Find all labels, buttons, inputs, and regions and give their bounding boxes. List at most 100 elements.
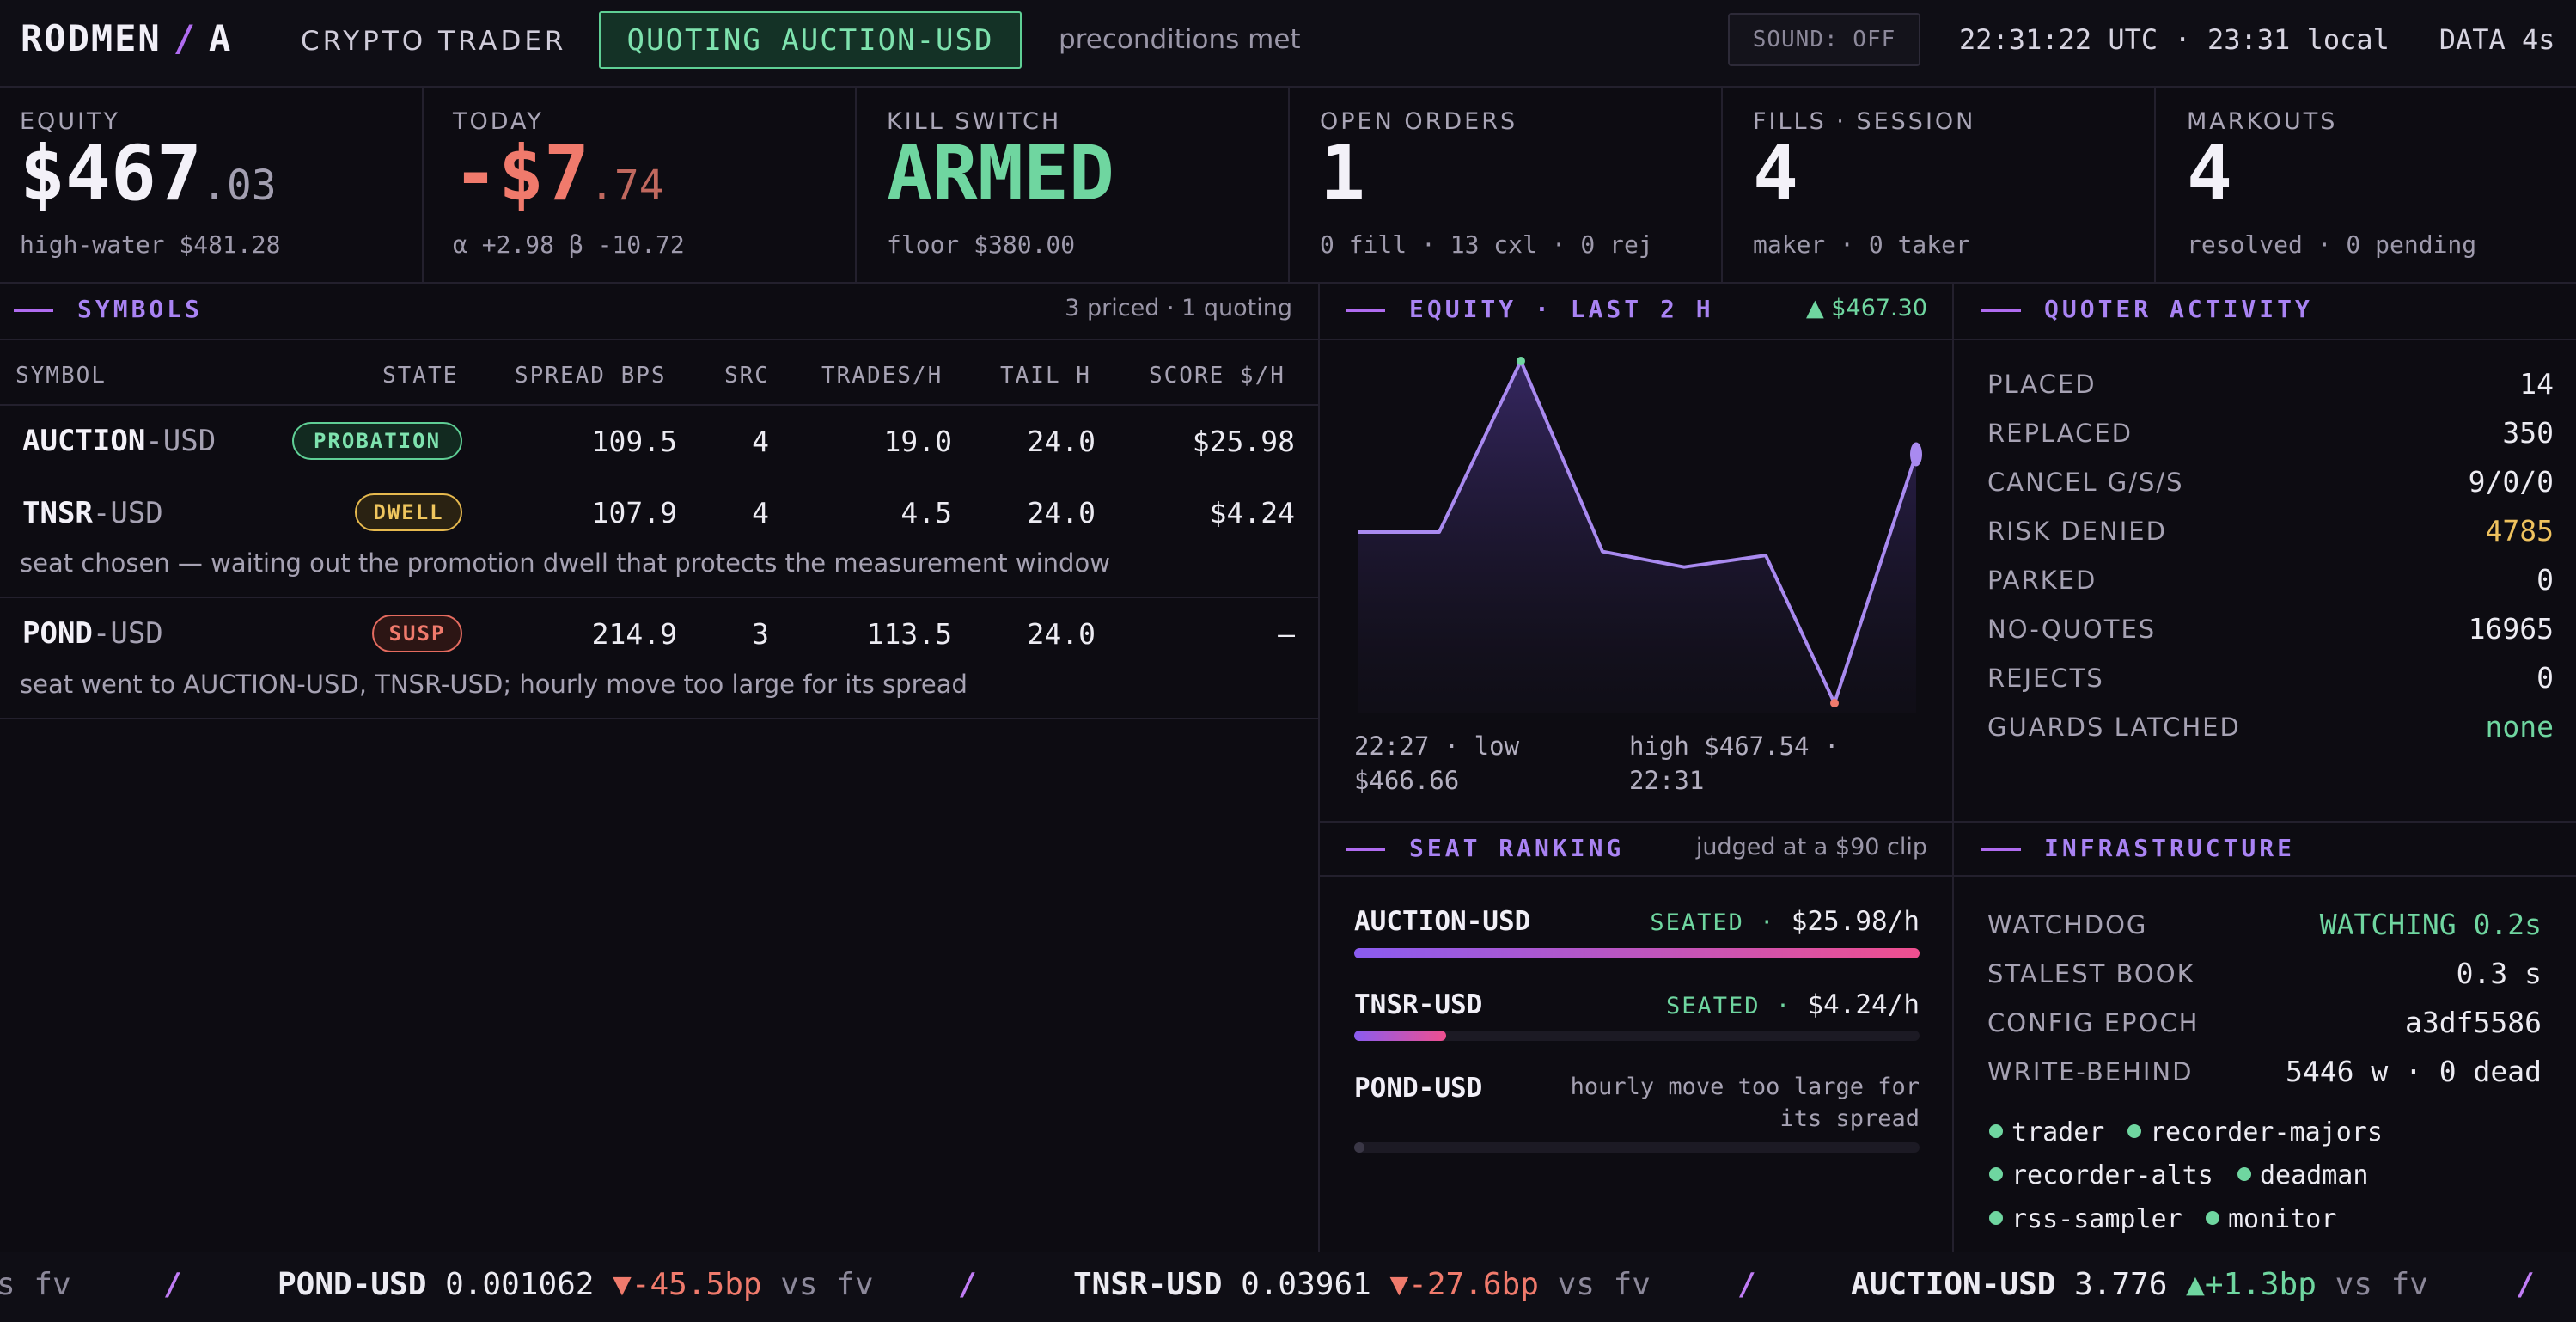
equity-label: EQUITY <box>20 108 121 135</box>
seat-symbol: POND-USD <box>1354 1073 1483 1104</box>
seat-score-fill <box>1354 948 1920 958</box>
state-badge-dwell: DWELL <box>355 493 462 531</box>
seat-symbol: AUCTION-USD <box>1354 906 1531 937</box>
quoter-metric-label: NO-QUOTES <box>1987 615 2157 644</box>
section-marker <box>1981 848 2021 851</box>
divider <box>0 597 1318 598</box>
infra-metric-label: WATCHDOG <box>1987 910 2148 939</box>
seat-rate: $25.98/h <box>1791 906 1920 937</box>
symbol-name: TNSR-USD <box>22 496 163 530</box>
divider <box>0 404 1318 406</box>
divider <box>422 86 424 284</box>
quoter-metric-value: 4785 <box>2485 514 2554 548</box>
tail-hours: 24.0 <box>1027 617 1096 651</box>
status-dot-icon <box>2206 1210 2219 1225</box>
col-header-state: STATE <box>382 363 459 389</box>
ticker-item[interactable]: POND-USD 0.001062 ▼-45.5bp vs fv <box>278 1267 874 1302</box>
ticker-item[interactable]: TNSR-USD 0.03961 ▼-27.6bp vs fv <box>1073 1267 1651 1302</box>
infra-metric-value: WATCHING 0.2s <box>2319 908 2542 941</box>
open-orders-breakdown: 0 fill · 13 cxl · 0 rej <box>1320 230 1653 259</box>
clock-readout: 22:31:22 UTC · 23:31 local DATA 4s <box>1959 23 2555 56</box>
ticker-separator: / <box>958 1267 977 1302</box>
infra-metric-label: STALEST BOOK <box>1987 959 2195 988</box>
symbol-quote: -USD <box>145 424 217 458</box>
equity-chart-current: ▲ $467.30 <box>1806 295 1927 321</box>
ticker-price: 0.001062 <box>445 1267 595 1302</box>
status-dot-icon <box>2237 1166 2251 1181</box>
equity-low-point <box>1830 699 1839 707</box>
markouts-label: MARKOUTS <box>2187 108 2338 135</box>
seat-score-fill <box>1354 1031 1446 1041</box>
divider <box>0 282 2576 284</box>
equity-chart-high-label: high $467.54 · 22:31 <box>1629 731 1840 795</box>
infrastructure-title: INFRASTRUCTURE <box>2044 834 2296 862</box>
status-dot-icon <box>2127 1123 2141 1138</box>
seated-label: SEATED <box>1666 993 1761 1019</box>
quoter-metric-label: REPLACED <box>1987 419 2133 448</box>
quoter-metric-label: PARKED <box>1987 566 2097 595</box>
divider <box>2154 86 2156 284</box>
service-status-chip: recorder-alts <box>1989 1160 2213 1190</box>
seat-score-bar <box>1354 1142 1920 1153</box>
equity-high-water: high-water $481.28 <box>20 230 281 259</box>
symbol-name: POND-USD <box>22 616 163 651</box>
service-status-chip: monitor <box>2206 1204 2336 1234</box>
quoter-metric-label: GUARDS LATCHED <box>1987 713 2241 742</box>
sound-toggle-button[interactable]: SOUND: OFF <box>1728 13 1920 66</box>
ticker-item[interactable]: AUCTION-USD 3.776 ▲+1.3bp vs fv <box>1851 1267 2428 1302</box>
ticker-vs: vs fv <box>2335 1267 2428 1302</box>
spread-bps: 109.5 <box>591 425 677 458</box>
score-per-hour: $4.24 <box>1209 496 1295 529</box>
seat-status: SEATED · $25.98/h <box>1650 906 1920 937</box>
quoter-metric-label: REJECTS <box>1987 664 2104 693</box>
quoting-status-badge: QUOTING AUCTION-USD <box>599 11 1022 69</box>
col-header-symbol: SYMBOL <box>15 363 107 389</box>
seat-score-bar <box>1354 1031 1920 1041</box>
row-note: seat chosen — waiting out the promotion … <box>20 548 1110 578</box>
symbol-base: TNSR <box>22 496 93 530</box>
symbol-quote: -USD <box>92 496 163 530</box>
open-orders-label: OPEN ORDERS <box>1320 108 1518 135</box>
seat-ranking-title: SEAT RANKING <box>1409 834 1625 862</box>
divider <box>0 718 1318 719</box>
kill-switch-label: KILL SWITCH <box>887 108 1062 135</box>
infra-metric-label: CONFIG EPOCH <box>1987 1008 2200 1037</box>
quoter-metric-value: 9/0/0 <box>2468 465 2554 499</box>
divider <box>1318 821 2576 823</box>
state-badge-probation: PROBATION <box>292 422 462 460</box>
quoter-metric-value: 350 <box>2502 416 2554 450</box>
symbols-title: SYMBOLS <box>77 295 204 323</box>
today-value: -$7.74 <box>453 136 664 211</box>
today-cents: .74 <box>589 162 664 210</box>
seat-ranking-subtitle: judged at a $90 clip <box>1695 834 1927 860</box>
divider <box>1318 282 1320 1252</box>
ticker-change: ▼-45.5bp <box>613 1267 762 1302</box>
src-count: 4 <box>752 425 769 458</box>
equity-area <box>1358 361 1916 713</box>
quoter-metric-value: 16965 <box>2468 612 2554 646</box>
today-whole: -$7 <box>453 129 589 217</box>
section-marker <box>1346 309 1385 312</box>
quoter-metric-label: PLACED <box>1987 370 2097 399</box>
brand-logo: RODMEN / A <box>21 17 232 59</box>
symbol-base: AUCTION <box>22 424 146 458</box>
col-header-spread: SPREAD BPS <box>515 363 667 389</box>
seat-status: SEATED · $4.24/h <box>1666 989 1920 1020</box>
ticker-separator: / <box>2516 1267 2535 1302</box>
markouts-value: 4 <box>2187 129 2232 217</box>
seat-score-fill <box>1354 1142 1364 1153</box>
service-status-chip: recorder-majors <box>2127 1117 2383 1148</box>
tail-hours: 24.0 <box>1027 496 1096 529</box>
ticker-lead-text: s fv <box>0 1267 71 1302</box>
col-header-score: SCORE $/H <box>1149 363 1285 389</box>
ticker-price: 0.03961 <box>1241 1267 1371 1302</box>
divider <box>1952 282 1954 1252</box>
divider <box>1318 339 2576 340</box>
symbols-summary: 3 priced · 1 quoting <box>1065 295 1292 321</box>
brand-slash: / <box>173 17 198 59</box>
symbol-quote: -USD <box>92 616 163 651</box>
divider <box>1318 875 2576 877</box>
quoter-metric-value: 0 <box>2536 661 2554 695</box>
quoter-activity-title: QUOTER ACTIVITY <box>2044 295 2313 323</box>
service-status-chip: deadman <box>2237 1160 2368 1190</box>
